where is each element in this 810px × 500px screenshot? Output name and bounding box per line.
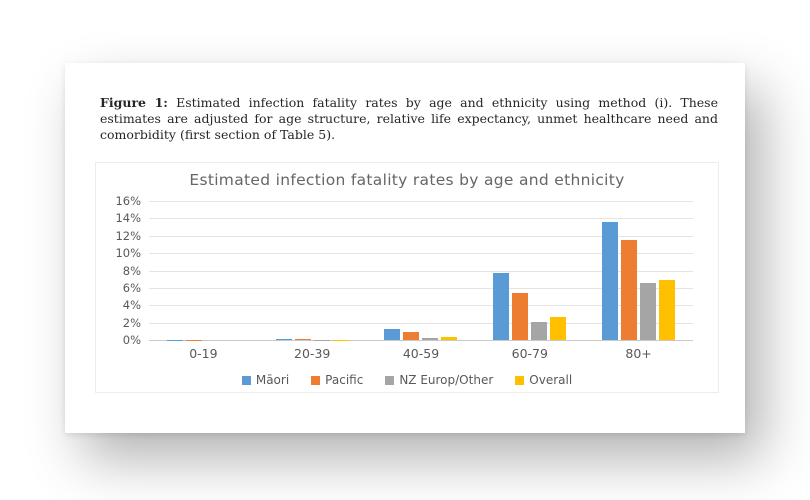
y-tick-4%: 4% (122, 298, 141, 313)
bar-Pacific-40-59 (403, 331, 420, 340)
legend-swatch-icon (311, 375, 321, 385)
chart-legend: Māori Pacific NZ Europ/Other Overall (96, 373, 718, 387)
x-axis-labels: 0-19 20-39 40-59 60-79 80+ (149, 346, 693, 361)
y-tick-6%: 6% (122, 280, 141, 295)
x-tick-60-79: 60-79 (511, 346, 548, 361)
bar-group-80+ (584, 201, 693, 340)
gridline-14% (149, 218, 693, 220)
legend-label: Pacific (325, 373, 364, 387)
legend-label: NZ Europ/Other (399, 373, 494, 387)
x-tick-80+: 80+ (625, 346, 652, 361)
figure-caption: Figure 1: Estimated infection fatality r… (100, 95, 718, 143)
gridline-4% (149, 305, 693, 307)
bar-group-60-79 (475, 201, 584, 340)
chart-title: Estimated infection fatality rates by ag… (189, 171, 625, 189)
gridline-6% (149, 287, 693, 289)
bar-Overall-60-79 (550, 317, 567, 340)
gridline-8% (149, 270, 693, 272)
bar-group-0-19 (149, 201, 258, 340)
legend-item-Pacific: Pacific (311, 373, 363, 387)
legend-swatch-icon (515, 375, 525, 385)
document-page: Figure 1: Estimated infection fatality r… (65, 63, 745, 433)
x-tick-20-39: 20-39 (294, 346, 331, 361)
y-tick-0%: 0% (122, 333, 141, 347)
y-tick-8%: 8% (122, 263, 141, 278)
plot-area (149, 201, 693, 341)
legend-item-NZ Europ/Other: NZ Europ/Other (385, 373, 493, 387)
x-tick-40-59: 40-59 (402, 346, 440, 361)
legend-item-Overall: Overall (515, 373, 572, 387)
bar-Overall-40-59 (441, 336, 458, 340)
bar-NZ Europ/Other-60-79 (531, 321, 548, 340)
bar-Pacific-60-79 (512, 293, 529, 340)
bar-Māori-60-79 (493, 273, 510, 340)
bar-NZ Europ/Other-40-59 (422, 338, 439, 340)
y-tick-10%: 10% (115, 246, 141, 261)
y-tick-14%: 14% (115, 211, 141, 226)
y-tick-16%: 16% (115, 194, 141, 208)
gridline-16% (149, 201, 693, 202)
y-tick-12%: 12% (115, 228, 141, 243)
figure-chart: Estimated infection fatality rates by ag… (95, 162, 719, 393)
bar-Overall-80+ (659, 280, 676, 340)
figure-caption-text: Estimated infection fatality rates by ag… (100, 95, 718, 142)
figure-caption-label: Figure 1: (100, 95, 168, 110)
bar-Pacific-20-39 (294, 339, 311, 340)
gridline-10% (149, 253, 693, 255)
gridline-2% (149, 322, 693, 324)
bar-series-container (149, 201, 693, 340)
bar-group-20-39 (258, 201, 367, 340)
bar-NZ Europ/Other-80+ (640, 282, 657, 340)
y-tick-2%: 2% (122, 315, 141, 330)
legend-swatch-icon (241, 375, 251, 385)
bar-Pacific-80+ (621, 240, 638, 340)
gridline-0% (149, 340, 693, 341)
legend-swatch-icon (385, 375, 395, 385)
bar-Māori-80+ (602, 221, 619, 340)
gridline-12% (149, 235, 693, 237)
bar-Māori-20-39 (275, 339, 292, 340)
legend-label: Māori (255, 373, 290, 387)
bar-Māori-40-59 (384, 329, 401, 340)
bar-group-40-59 (367, 201, 476, 340)
legend-label: Overall (529, 373, 573, 387)
legend-item-Māori: Māori (241, 373, 290, 387)
x-tick-0-19: 0-19 (189, 346, 218, 361)
